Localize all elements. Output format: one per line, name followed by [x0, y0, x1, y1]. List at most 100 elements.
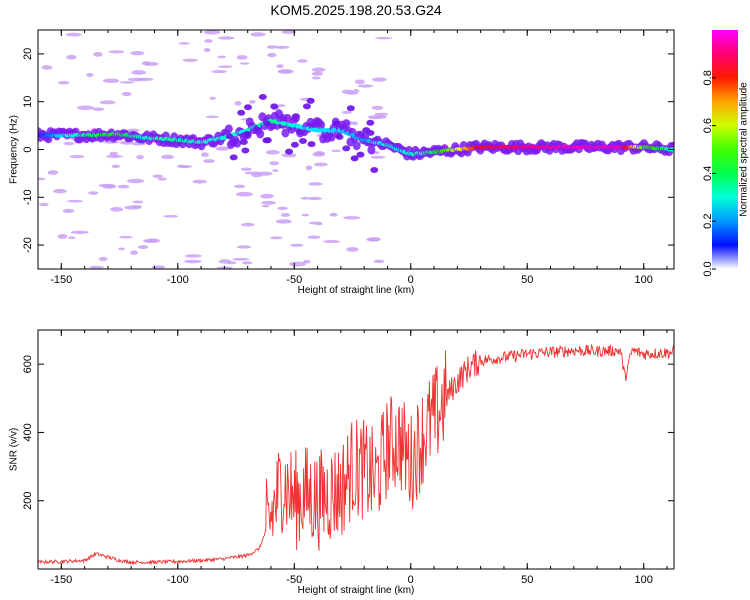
heatmap-blob-strong: [370, 167, 379, 174]
colorbar-tick-label: 0.0: [702, 261, 714, 276]
heatmap-cells: [38, 30, 674, 269]
heatmap-blob: [352, 88, 360, 93]
heatmap-blob: [62, 208, 75, 214]
heatmap-blob: [63, 141, 75, 146]
heatmap-blob: [281, 30, 297, 34]
heatmap-ylabel: Frequency (Hz): [9, 115, 20, 184]
heatmap-blob: [234, 101, 242, 106]
heatmap-blob: [331, 149, 342, 153]
heatmap-blob-strong: [366, 119, 375, 126]
heatmap-blob: [218, 65, 233, 69]
heatmap-blob: [151, 265, 166, 269]
heatmap-blob: [119, 236, 134, 239]
heatmap-blob: [372, 77, 387, 82]
heatmap-blob-strong: [263, 137, 272, 144]
heatmap-blob: [307, 196, 322, 201]
heatmap-blob: [301, 213, 310, 217]
heatmap-blob: [281, 153, 297, 158]
heatmap-blob: [109, 151, 119, 157]
heatmap-blob: [124, 205, 142, 210]
heatmap-blob: [89, 265, 105, 269]
heatmap-blob: [182, 165, 190, 169]
heatmap-blob: [152, 174, 163, 178]
heatmap-blob: [118, 247, 125, 251]
heatmap-blob: [127, 178, 145, 184]
heatmap-blob: [178, 42, 190, 45]
heatmap-blob-strong: [229, 154, 238, 161]
heatmap-xtick-label: 50: [521, 274, 533, 286]
heatmap-blob: [329, 212, 338, 217]
heatmap-blob: [277, 69, 294, 74]
heatmap-blob: [275, 219, 292, 224]
heatmap-blob: [69, 154, 85, 159]
snr-xtick-label: -100: [167, 574, 189, 586]
heatmap-blob-strong: [237, 109, 246, 116]
heatmap-ridge-outer: [342, 119, 351, 129]
heatmap-blob: [351, 121, 358, 126]
heatmap-blob: [77, 105, 95, 111]
snr-xtick-label: -50: [286, 574, 302, 586]
heatmap-blob: [110, 206, 124, 212]
heatmap-blob-strong: [258, 93, 267, 100]
heatmap-blob: [117, 184, 130, 189]
heatmap-blob: [300, 196, 309, 200]
heatmap-blob: [203, 47, 211, 53]
heatmap-blob: [102, 184, 117, 189]
heatmap-blob: [68, 236, 76, 240]
heatmap-blob: [307, 235, 321, 239]
heatmap-blob: [323, 240, 341, 244]
heatmap-blob: [66, 199, 83, 203]
heatmap-blob-strong: [243, 130, 252, 137]
heatmap-xtick-label: 100: [635, 274, 653, 286]
heatmap-blob: [184, 254, 202, 258]
heatmap-blob: [215, 146, 230, 151]
colorbar-label: Normalized spectral amplitude: [739, 82, 750, 217]
heatmap-blob-strong: [241, 147, 250, 154]
heatmap-blob: [145, 238, 161, 243]
heatmap-blob: [136, 77, 154, 81]
heatmap-blob: [130, 250, 138, 255]
heatmap-blob: [341, 89, 355, 94]
colorbar: [712, 30, 738, 269]
heatmap-blob-strong: [342, 145, 351, 152]
heatmap-blob: [98, 256, 108, 262]
heatmap-blob: [236, 245, 252, 249]
heatmap-blob: [280, 212, 291, 217]
heatmap-blob: [276, 64, 284, 69]
heatmap-blob-strong: [243, 104, 252, 111]
heatmap-blob: [371, 105, 384, 110]
heatmap-blob: [111, 164, 121, 169]
heatmap-blob: [276, 104, 286, 107]
snr-xtick-label: -150: [50, 574, 72, 586]
heatmap-ridge-outer: [283, 113, 292, 123]
heatmap-blob: [38, 202, 49, 207]
heatmap-blob: [267, 52, 277, 58]
heatmap-blob-strong: [285, 148, 294, 155]
heatmap-blob: [357, 84, 374, 88]
heatmap-blob: [374, 112, 389, 116]
heatmap-blob: [269, 236, 283, 240]
heatmap-blob: [209, 96, 216, 100]
heatmap-blob: [289, 261, 306, 267]
heatmap-blob-strong: [356, 151, 365, 158]
heatmap-blob: [217, 55, 226, 59]
snr-ytick-label: 400: [22, 423, 34, 441]
heatmap-blob: [269, 161, 280, 166]
colorbar-tick-label: 0.8: [702, 70, 714, 85]
heatmap-ytick-label: -10: [22, 189, 34, 205]
heatmap-blob: [119, 81, 135, 84]
heatmap-blob: [277, 206, 288, 210]
heatmap-blob: [201, 152, 209, 157]
heatmap-blob: [290, 243, 304, 247]
chart-title: KOM5.2025.198.20.53.G24: [270, 2, 442, 18]
heatmap-blob: [343, 216, 361, 220]
heatmap-ridge-outer: [327, 132, 336, 142]
heatmap-blob: [211, 69, 227, 74]
heatmap-ytick-label: 20: [22, 48, 34, 60]
heatmap-blob: [132, 200, 144, 204]
heatmap-blob: [131, 70, 147, 75]
heatmap-blob-strong: [335, 133, 344, 140]
heatmap-ridge-outer: [317, 120, 326, 130]
heatmap-blob-strong: [239, 138, 248, 145]
